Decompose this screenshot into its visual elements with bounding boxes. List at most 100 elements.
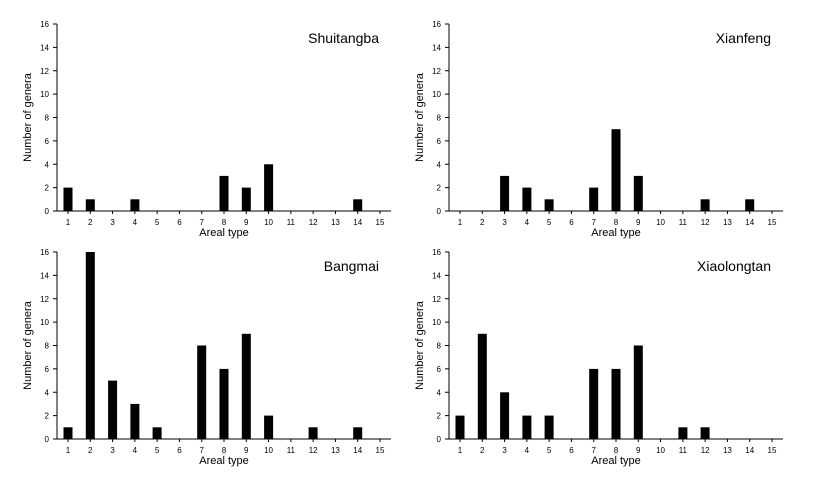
- x-tick-label: 7: [591, 218, 596, 227]
- y-tick-label: 2: [45, 184, 50, 193]
- x-tick-label: 1: [66, 218, 71, 227]
- bar: [611, 129, 621, 211]
- bar: [85, 252, 95, 439]
- bar: [589, 187, 599, 211]
- y-tick-label: 12: [432, 67, 441, 76]
- x-axis-label: Areal type: [591, 455, 641, 467]
- x-tick-label: 3: [502, 446, 507, 455]
- x-tick-label: 4: [133, 218, 138, 227]
- x-tick-label: 10: [656, 446, 665, 455]
- y-tick-label: 8: [437, 114, 442, 123]
- x-tick-label: 13: [723, 218, 732, 227]
- x-tick-label: 12: [701, 218, 710, 227]
- y-tick-label: 6: [437, 137, 442, 146]
- bar: [745, 199, 755, 211]
- x-tick-label: 4: [133, 446, 138, 455]
- bar: [353, 427, 363, 439]
- bar: [678, 427, 688, 439]
- x-axis-label: Areal type: [199, 455, 249, 467]
- x-tick-label: 6: [177, 446, 182, 455]
- x-tick-label: 15: [376, 446, 385, 455]
- y-tick-label: 14: [432, 271, 441, 280]
- y-tick-label: 16: [40, 248, 49, 257]
- y-tick-label: 10: [432, 90, 441, 99]
- x-tick-label: 10: [656, 218, 665, 227]
- x-tick-label: 12: [701, 446, 710, 455]
- bar: [353, 199, 363, 211]
- bar: [85, 199, 95, 211]
- bar: [522, 415, 532, 439]
- y-tick-label: 16: [432, 20, 441, 29]
- y-tick-label: 2: [437, 412, 442, 421]
- y-axis-label: Number of genera: [414, 300, 426, 390]
- x-tick-label: 14: [745, 446, 754, 455]
- y-tick-label: 0: [45, 207, 50, 216]
- bar: [455, 415, 465, 439]
- y-tick-label: 8: [45, 114, 50, 123]
- chart-title: Bangmai: [324, 258, 379, 274]
- x-tick-label: 14: [745, 218, 754, 227]
- x-tick-label: 3: [502, 218, 507, 227]
- bar: [700, 199, 710, 211]
- bar: [544, 199, 554, 211]
- y-tick-label: 0: [437, 207, 442, 216]
- x-tick-label: 5: [155, 446, 160, 455]
- x-tick-label: 1: [458, 218, 463, 227]
- x-tick-label: 13: [331, 446, 340, 455]
- y-tick-label: 4: [45, 160, 50, 169]
- y-tick-label: 12: [40, 295, 49, 304]
- y-tick-label: 0: [437, 435, 442, 444]
- bar: [219, 368, 229, 439]
- x-tick-label: 9: [244, 446, 249, 455]
- x-tick-label: 4: [525, 446, 530, 455]
- bar: [264, 415, 274, 439]
- x-axis-label: Areal type: [199, 227, 249, 239]
- bar: [589, 368, 599, 439]
- x-tick-label: 6: [569, 446, 574, 455]
- x-tick-label: 11: [679, 446, 688, 455]
- y-tick-label: 2: [437, 184, 442, 193]
- bar: [130, 403, 140, 439]
- y-tick-label: 10: [40, 318, 49, 327]
- bar: [241, 333, 251, 439]
- chart-title: Shuitangba: [308, 30, 379, 46]
- x-tick-label: 9: [636, 446, 641, 455]
- x-tick-label: 15: [768, 218, 777, 227]
- x-tick-label: 1: [458, 446, 463, 455]
- x-tick-label: 7: [199, 218, 204, 227]
- x-tick-label: 5: [155, 218, 160, 227]
- y-axis-label: Number of genera: [414, 72, 426, 162]
- y-tick-label: 14: [432, 43, 441, 52]
- chart-title: Xianfeng: [716, 30, 771, 46]
- bar: [241, 187, 251, 211]
- y-tick-label: 12: [432, 295, 441, 304]
- chart-title: Xiaolongtan: [697, 258, 771, 274]
- x-tick-label: 2: [88, 218, 93, 227]
- y-tick-label: 12: [40, 67, 49, 76]
- x-tick-label: 15: [376, 218, 385, 227]
- x-tick-label: 8: [222, 446, 227, 455]
- y-tick-label: 6: [45, 365, 50, 374]
- bar: [522, 187, 532, 211]
- x-tick-label: 2: [480, 218, 485, 227]
- x-tick-label: 8: [614, 446, 619, 455]
- bar: [611, 368, 621, 439]
- bar: [130, 199, 140, 211]
- y-tick-label: 4: [45, 388, 50, 397]
- bar: [264, 164, 274, 212]
- x-tick-label: 9: [636, 218, 641, 227]
- x-tick-label: 7: [199, 446, 204, 455]
- bar: [500, 175, 510, 211]
- x-tick-label: 3: [110, 218, 115, 227]
- x-tick-label: 6: [177, 218, 182, 227]
- y-tick-label: 16: [40, 20, 49, 29]
- x-axis-label: Areal type: [591, 227, 641, 239]
- bar: [152, 427, 162, 439]
- y-tick-label: 14: [40, 271, 49, 280]
- x-tick-label: 14: [353, 218, 362, 227]
- bar: [500, 392, 510, 440]
